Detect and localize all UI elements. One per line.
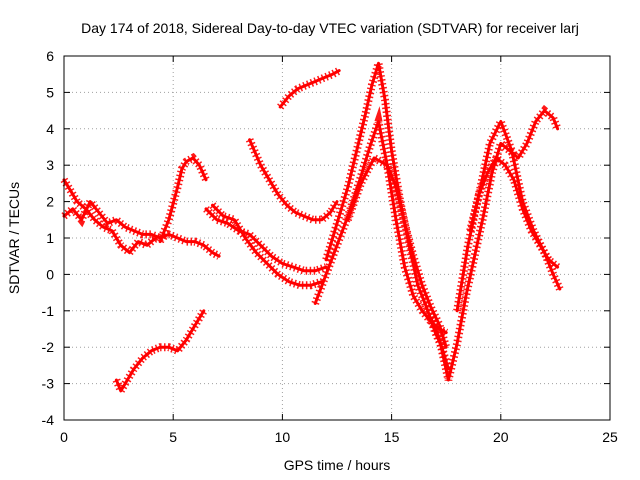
y-tick-label: -2 [42,339,55,355]
series-arc-7 [245,138,341,224]
series-arc-11 [344,152,451,349]
series-line [248,138,339,222]
series-line [62,178,158,255]
x-axis-label: GPS time / hours [284,457,391,473]
series-markers [277,67,342,110]
series-line [278,69,341,109]
y-tick-label: 6 [46,48,54,64]
series-markers [61,194,222,260]
y-tick-label: 5 [46,84,54,100]
y-tick-label: 1 [46,230,54,246]
y-tick-label: -4 [42,412,55,428]
series-arc-14 [466,151,561,271]
x-tick-label: 0 [60,429,68,445]
series-markers [156,152,210,244]
x-tick-label: 10 [275,429,291,445]
y-tick-label: 2 [46,194,54,210]
y-tick-label: 3 [46,157,54,173]
x-tick-label: 25 [602,429,618,445]
series-arc-5 [203,206,328,275]
axis-ticks: 0 5 10 15 20 25 -4 -3 -2 -1 0 1 2 3 4 5 6 [42,48,618,445]
series-line [158,156,208,244]
y-axis-label: SDTVAR / TECUs [6,182,22,294]
x-tick-label: 5 [169,429,177,445]
series-line [346,156,448,349]
series-markers [427,104,562,381]
series-arc-8 [277,67,342,110]
series-arc-6 [209,202,324,290]
series-markers [203,206,328,275]
y-tick-label: 0 [46,266,54,282]
plot-area [60,61,564,400]
series-arc-1 [61,194,222,260]
series-markers [245,138,341,224]
series-line [211,203,324,287]
y-tick-label: -3 [42,376,55,392]
series-line [114,309,206,393]
series-markers [466,151,561,271]
series-arc-3 [112,308,208,400]
series-arc-4 [156,152,210,244]
x-tick-label: 15 [384,429,400,445]
chart-title: Day 174 of 2018, Sidereal Day-to-day VTE… [81,20,579,36]
series-arc-2 [60,177,159,259]
y-tick-label: -1 [42,303,55,319]
x-tick-label: 20 [493,429,509,445]
y-tick-label: 4 [46,121,54,137]
